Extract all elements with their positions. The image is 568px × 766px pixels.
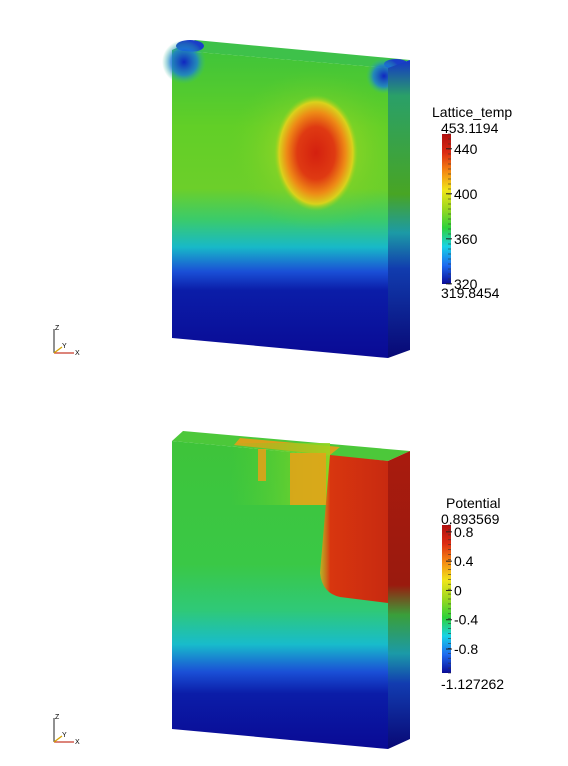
z-axis-label: Z xyxy=(55,714,60,721)
y-axis-label: Y xyxy=(62,732,67,739)
colorbar-title: Lattice_temp xyxy=(432,104,512,120)
hot-spot xyxy=(274,95,358,211)
colorbar-title: Potential xyxy=(446,495,500,511)
potential-render: Potential 0.893569 0.8 0.4 0 -0.4 -0.8 -1.12… xyxy=(53,431,504,749)
orientation-axes: Z Y X xyxy=(53,714,80,746)
colorbar-tick-label: 320 xyxy=(454,276,478,292)
colorbar-tick-label: 0 xyxy=(454,582,462,598)
colorbar-ticks: 440 400 360 320 xyxy=(446,133,478,292)
colorbar-gradient xyxy=(442,134,451,284)
colorbar-max-label: 0.893569 xyxy=(441,511,500,527)
z-axis-label: Z xyxy=(55,325,60,332)
orientation-axes: Z Y X xyxy=(53,325,80,357)
potential-colorbar: Potential 0.893569 0.8 0.4 0 -0.4 -0.8 -1.12… xyxy=(441,495,504,692)
colorbar-min-label: 319.8454 xyxy=(441,285,500,301)
block-side-face xyxy=(388,60,410,358)
high-potential-region xyxy=(320,455,388,603)
colorbar-tick-label: 0.4 xyxy=(454,553,474,569)
colorbar-tick-label: 400 xyxy=(454,186,478,202)
colorbar-tick-label: 360 xyxy=(454,231,478,247)
potential-panel: Potential 0.893569 0.8 0.4 0 -0.4 -0.8 -1.12… xyxy=(0,383,568,766)
y-axis-label: Y xyxy=(62,343,67,350)
contact-region xyxy=(290,453,326,505)
block-top-face xyxy=(172,40,410,68)
colorbar-gradient xyxy=(442,525,451,673)
colorbar-min-label: -1.127262 xyxy=(441,676,504,692)
colorbar-ticks: 0.8 0.4 0 -0.4 -0.8 xyxy=(446,524,478,674)
lattice-temp-colorbar: Lattice_temp 453.1194 440 400 360 320 319.8… xyxy=(432,104,512,301)
contact-strip xyxy=(258,449,266,481)
lattice-temp-panel: Lattice_temp 453.1194 440 400 360 320 319.8… xyxy=(53,40,512,358)
lattice-temp-render: Lattice_temp 453.1194 440 400 360 320 319.8… xyxy=(53,40,512,358)
y-axis-line xyxy=(53,346,63,354)
y-axis-line xyxy=(53,735,63,743)
colorbar-tick-label: -0.4 xyxy=(454,612,478,628)
colorbar-tick-label: -0.8 xyxy=(454,641,478,657)
colorbar-max-label: 453.1194 xyxy=(441,120,499,136)
block-side-face xyxy=(388,451,410,749)
colorbar-tick-label: 0.8 xyxy=(454,524,474,540)
colorbar-tick-label: 440 xyxy=(454,141,478,157)
corner-cold-spot xyxy=(162,40,206,84)
x-axis-label: X xyxy=(75,739,80,746)
x-axis-label: X xyxy=(75,350,80,357)
